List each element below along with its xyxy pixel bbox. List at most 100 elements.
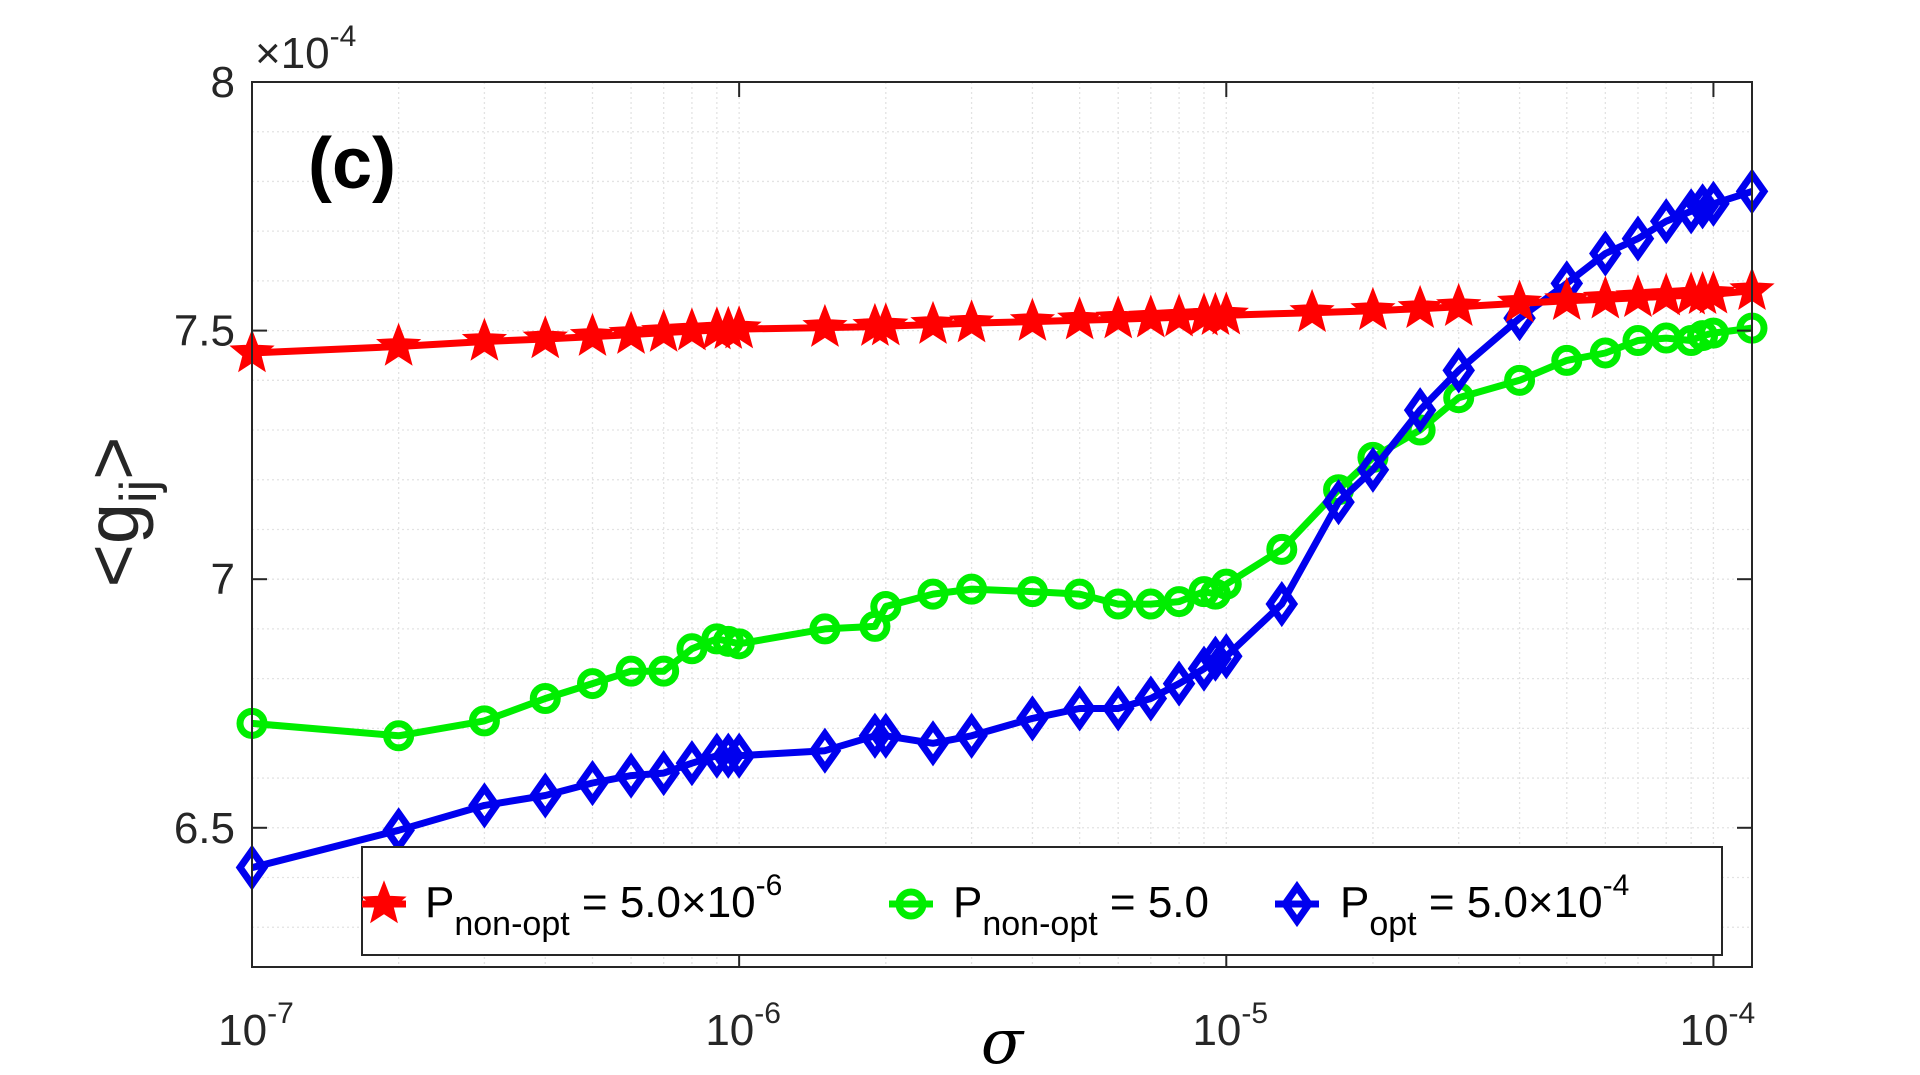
panel-label: (c)	[308, 124, 396, 204]
legend: Pnon-opt = 5.0×10-6 Pnon-opt = 5.0 Popt …	[361, 846, 1723, 956]
data-point	[529, 772, 562, 819]
data-point	[1442, 347, 1475, 394]
x-tick-label: 10-6	[705, 997, 781, 1055]
y-tick-labels: 6.5 7 7.5 8	[174, 58, 235, 853]
data-point	[1209, 633, 1243, 680]
data-point	[614, 752, 648, 799]
legend-symbol	[1280, 880, 1314, 928]
series-diamond	[235, 168, 1769, 891]
data-point	[712, 732, 745, 779]
y-tick-label: 6.5	[174, 804, 235, 853]
data-point	[675, 740, 709, 787]
data-point	[576, 759, 609, 807]
data-point	[376, 322, 422, 366]
data-point	[1009, 297, 1056, 341]
data-point	[1397, 284, 1443, 328]
data-point	[948, 299, 995, 343]
data-point	[1356, 446, 1390, 493]
data-point	[723, 628, 755, 660]
data-point	[1203, 291, 1249, 335]
legend-symbol	[895, 888, 927, 920]
data-point	[1403, 387, 1437, 434]
data-point	[716, 305, 762, 349]
data-point	[870, 591, 902, 623]
data-point	[461, 317, 508, 361]
data-point	[700, 732, 734, 779]
data-point	[802, 303, 848, 347]
data-point	[1064, 578, 1096, 610]
data-point	[1686, 183, 1719, 230]
data-point	[1134, 675, 1168, 722]
data-point	[869, 712, 903, 759]
data-point	[1102, 588, 1134, 620]
data-point	[1697, 317, 1729, 349]
data-point	[1551, 344, 1583, 376]
data-point	[1350, 286, 1396, 330]
data-point	[383, 720, 415, 752]
data-point	[529, 683, 561, 715]
data-point	[1057, 296, 1103, 340]
series-star	[229, 267, 1775, 373]
data-point	[1622, 325, 1654, 357]
data-point	[1589, 337, 1621, 369]
legend-marker-circle	[889, 888, 933, 920]
data-point	[1544, 277, 1590, 321]
data-point	[1210, 568, 1242, 600]
data-point	[1187, 645, 1221, 692]
data-point	[1589, 230, 1622, 277]
data-point	[1697, 180, 1730, 227]
data-point	[676, 633, 708, 665]
data-point	[858, 712, 892, 759]
data-point	[1063, 685, 1096, 732]
data-point	[722, 732, 756, 779]
data-point	[1135, 588, 1167, 620]
data-point	[917, 578, 949, 610]
data-point	[1199, 635, 1232, 682]
data-point	[1496, 279, 1543, 323]
data-point	[468, 705, 500, 737]
data-point	[615, 655, 647, 687]
data-point	[1436, 282, 1482, 326]
data-point	[569, 312, 616, 356]
plot-background	[252, 82, 1752, 967]
y-exponent-label: ×10-4	[255, 20, 356, 78]
data-point	[955, 712, 988, 759]
y-axis-label: <gij>	[71, 437, 168, 588]
data-point	[1016, 576, 1048, 608]
legend-marker-star	[361, 880, 407, 924]
data-point	[1266, 533, 1298, 565]
data-point	[1016, 695, 1049, 742]
data-point	[1649, 198, 1683, 245]
data-point	[1322, 479, 1355, 526]
data-point	[576, 668, 608, 700]
legend-label: Pnon-opt = 5.0	[953, 878, 1209, 943]
data-point	[1504, 364, 1536, 396]
data-point	[809, 613, 841, 645]
data-point	[1162, 660, 1196, 707]
data-point	[522, 315, 568, 359]
y-tick-label: 7.5	[174, 307, 235, 356]
series-circle	[236, 312, 1768, 752]
legend-box	[361, 846, 1723, 956]
y-tick-label: 7	[211, 555, 235, 604]
data-point	[916, 720, 950, 767]
series-layer	[229, 168, 1775, 891]
legend-label: Pnon-opt = 5.0×10-6	[425, 869, 782, 943]
x-tick-label: 10-4	[1680, 997, 1756, 1055]
plot-box	[251, 81, 1753, 968]
data-point	[648, 655, 680, 687]
data-point	[863, 302, 909, 346]
data-point	[647, 750, 680, 797]
x-tick-labels: 10-7 10-6 10-5 10-4	[218, 997, 1755, 1055]
data-point	[1690, 270, 1737, 314]
data-point	[1265, 580, 1299, 628]
data-point	[1289, 288, 1335, 332]
data-point	[1163, 586, 1195, 618]
data-point	[808, 727, 842, 774]
x-axis-label: σ	[981, 1005, 1025, 1075]
data-point	[956, 573, 988, 605]
series-line	[251, 324, 1753, 740]
legend-symbol	[361, 880, 407, 924]
legend-marker-diamond	[1275, 880, 1319, 928]
